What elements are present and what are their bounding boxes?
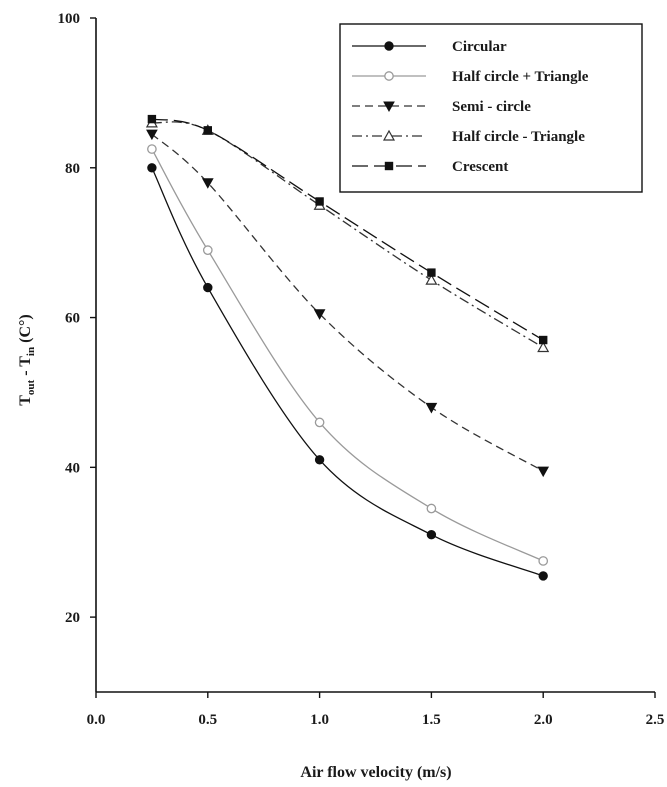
data-point-crescent [147,114,157,124]
legend-label-crescent: Crescent [452,159,508,175]
data-point-circular [426,530,437,540]
x-tick-label: 0.5 [198,712,217,728]
y-axis-title-main: T [17,395,34,406]
y-axis-title-mid: - T [17,356,34,380]
legend-item-semi-circle: Semi - circle [352,99,531,115]
data-point-circular [538,571,548,581]
x-tick-label: 1.5 [422,712,441,728]
data-point-half-circle-triangle [314,417,325,428]
x-tick-label: 2.0 [534,712,553,728]
legend-item-circular: Circular [352,39,507,55]
series-line-semi-circle [151,133,544,472]
y-tick-label: 100 [58,11,81,27]
x-tick-label: 1.0 [310,712,329,728]
legend-marker-crescent [384,161,394,171]
legend-marker-circular [384,41,394,51]
data-point-crescent [427,268,436,277]
legend-label-circular: Circular [452,39,507,55]
x-axis-title: Air flow velocity (m/s) [300,764,451,781]
data-point-semi-circle [146,129,158,141]
legend-marker-half-circle-triangle [382,129,396,141]
series-crescent [147,114,548,345]
legend-label-half-circle-triangle: Half circle + Triangle [452,69,589,85]
y-axis-title-sub2: in [25,347,37,356]
legend: Circular Half circle + Triangle Semi - cir… [339,23,643,193]
data-point-half-circle-triangle [426,503,437,514]
data-point-half-circle-triangle [147,144,157,154]
data-point-crescent [203,126,212,135]
data-point-semi-circle [313,309,326,320]
x-axis: 0.0 0.5 1.0 1.5 2.0 2.5 [87,692,665,728]
legend-marker-semi-circle [383,101,395,113]
legend-item-half-circle-triangle: Half circle - Triangle [352,129,585,145]
data-point-semi-circle [425,402,438,414]
legend-label-half-circle-triangle: Half circle - Triangle [452,129,585,145]
data-point-semi-circle [201,178,214,189]
series-line-half-circle-triangle [151,148,544,562]
data-point-half-circle-triangle [425,273,438,285]
plot-frame [95,18,655,693]
series-layer [145,114,550,581]
legend-label-semi-circle: Semi - circle [452,99,531,115]
data-point-half-circle-triangle [538,556,549,566]
y-tick-label: 60 [65,311,80,327]
data-point-circular [147,163,157,173]
y-axis: 20 40 60 80 100 [58,11,96,626]
series-line-half-circle-triangle [151,121,544,349]
y-axis-title: Tout - Tin (C°) [17,314,37,405]
y-tick-label: 40 [65,460,80,476]
legend-item-half-circle-triangle: Half circle + Triangle [352,69,589,85]
series-semi-circle [146,129,550,478]
series-half-circle-triangle [147,144,549,566]
series-circular [147,163,548,581]
data-point-half-circle-triangle [202,245,213,256]
legend-marker-half-circle-triangle [384,71,394,81]
y-axis-title-unit: (C°) [17,314,34,347]
y-tick-label: 20 [65,610,80,626]
data-point-crescent [539,335,548,345]
y-axis-title-sub1: out [25,379,37,395]
data-point-circular [203,282,213,293]
data-point-half-circle-triangle [537,341,550,353]
data-point-circular [314,455,325,465]
legend-item-crescent: Crescent [352,159,508,175]
data-point-crescent [315,197,324,206]
y-tick-label: 80 [65,161,80,177]
data-point-semi-circle [537,466,550,478]
x-tick-label: 2.5 [646,712,665,728]
x-tick-label: 0.0 [87,712,106,728]
series-line-circular [151,167,544,577]
